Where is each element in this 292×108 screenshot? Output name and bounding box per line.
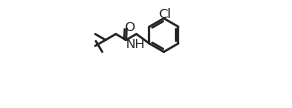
Text: O: O xyxy=(124,21,134,34)
Text: NH: NH xyxy=(126,38,145,51)
Text: Cl: Cl xyxy=(158,8,171,21)
